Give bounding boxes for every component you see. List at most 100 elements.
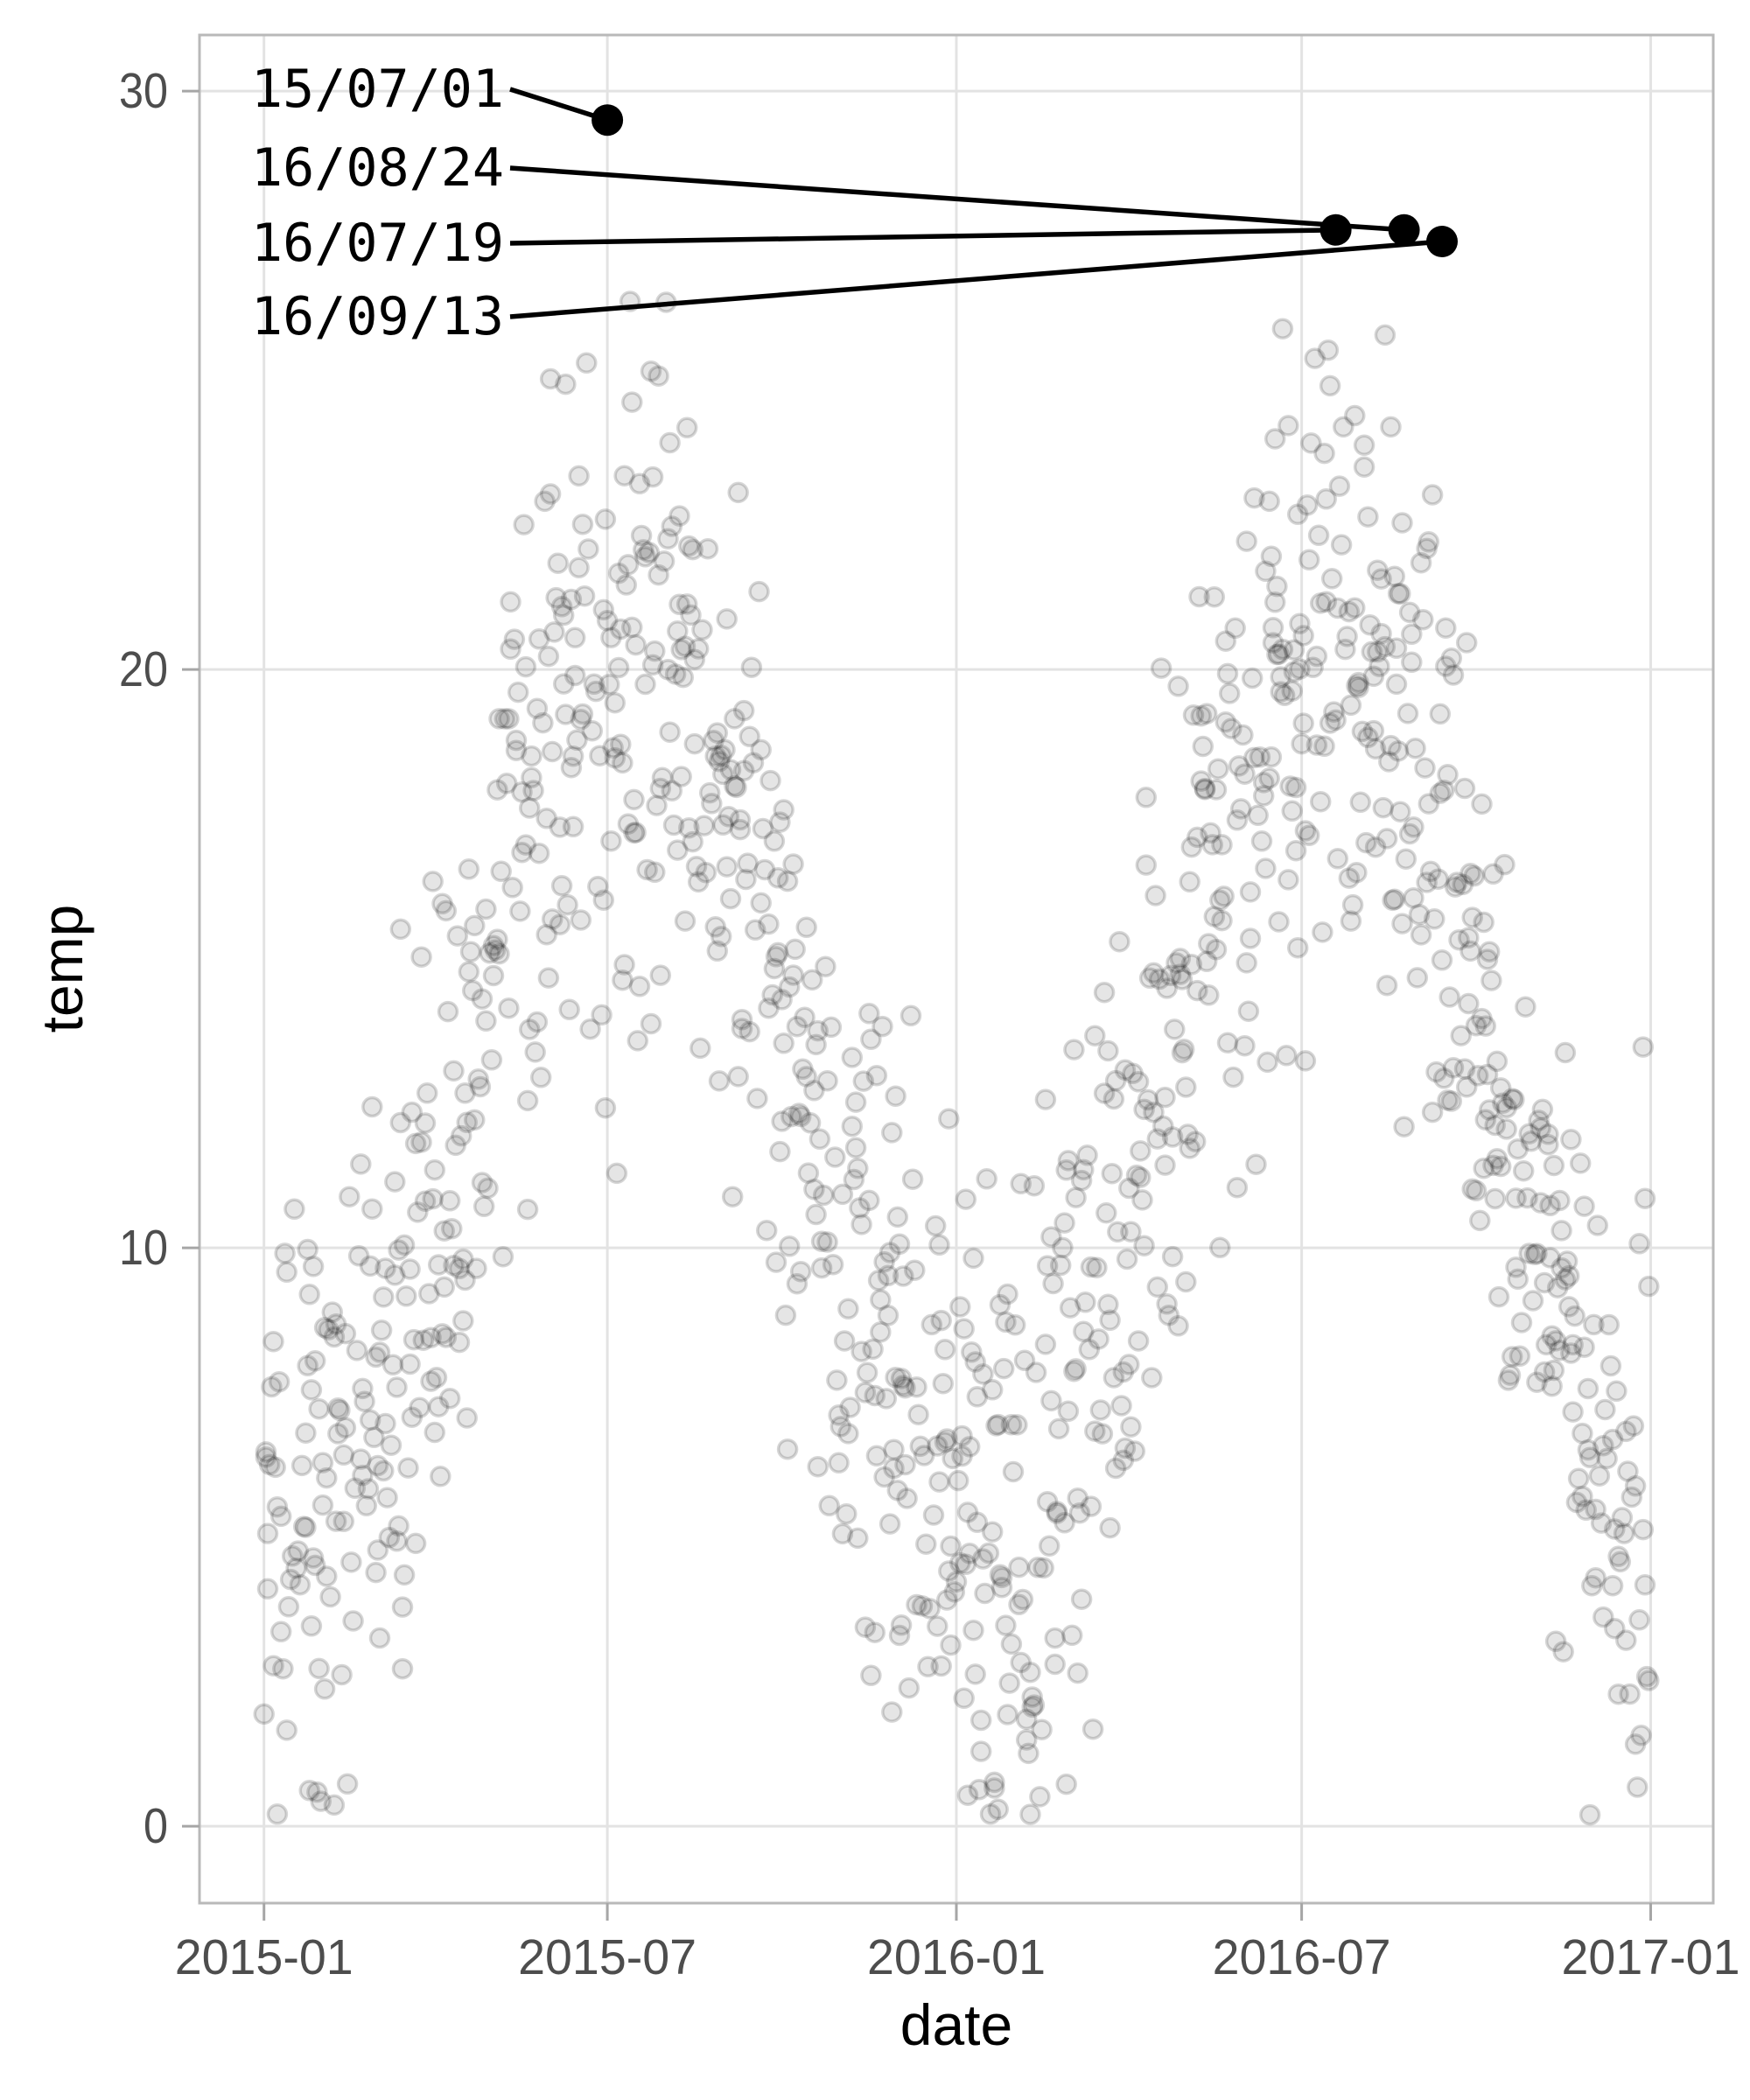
scatter-point — [1312, 921, 1334, 943]
scatter-point — [1376, 828, 1398, 850]
scatter-point — [885, 1085, 906, 1107]
scatter-point — [1258, 767, 1280, 789]
scatter-point — [919, 1598, 941, 1620]
scatter-point — [1186, 979, 1208, 1002]
scatter-point — [1073, 1158, 1095, 1181]
scatter-point — [404, 1132, 427, 1155]
scatter-point — [641, 466, 664, 488]
scatter-point — [862, 1338, 884, 1361]
scatter-point — [1055, 1159, 1077, 1181]
scatter-point — [365, 1346, 387, 1368]
scatter-point — [456, 1111, 478, 1134]
scatter-point — [1049, 1254, 1072, 1277]
scatter-point — [1367, 640, 1389, 663]
scatter-point — [795, 916, 817, 939]
scatter-point — [691, 619, 713, 641]
scatter-point — [667, 839, 689, 861]
scatter-point — [1164, 1018, 1186, 1040]
scatter-point — [1252, 772, 1275, 794]
scatter-point — [332, 1444, 355, 1466]
scatter-point — [1057, 1150, 1080, 1172]
scatter-point — [636, 858, 658, 881]
highlight-point — [1388, 214, 1420, 246]
scatter-point — [256, 1578, 279, 1600]
scatter-point — [906, 1593, 928, 1616]
scatter-point — [1370, 622, 1392, 645]
scatter-point — [1501, 1088, 1523, 1110]
scatter-point — [1275, 1045, 1298, 1067]
scatter-point — [1255, 560, 1277, 583]
scatter-point — [1046, 1501, 1068, 1522]
scatter-point — [1317, 339, 1340, 361]
scatter-point — [1473, 911, 1494, 934]
scatter-point — [1013, 1349, 1036, 1372]
scatter-point — [339, 1186, 360, 1208]
scatter-point — [847, 1527, 869, 1550]
scatter-point — [1120, 1416, 1142, 1438]
scatter-point — [1410, 551, 1432, 574]
scatter-point — [831, 1522, 854, 1545]
scatter-point — [516, 1198, 539, 1221]
scatter-point — [532, 711, 554, 734]
scatter-point — [979, 1802, 1002, 1825]
scatter-point — [1313, 442, 1335, 465]
scatter-point — [1040, 1226, 1062, 1248]
scatter-point — [1093, 981, 1116, 1004]
scatter-point — [1474, 1015, 1497, 1037]
scatter-point — [894, 1376, 916, 1399]
scatter-point — [788, 1102, 810, 1124]
scatter-point — [1262, 632, 1284, 654]
scatter-point — [659, 721, 681, 743]
scatter-point — [1565, 1491, 1588, 1514]
scatter-point — [886, 1480, 909, 1502]
scatter-point — [452, 1248, 474, 1270]
scatter-point — [623, 788, 645, 811]
scatter-point — [1135, 787, 1158, 808]
scatter-point — [1010, 1651, 1032, 1674]
scatter-point — [518, 797, 541, 819]
scatter-point — [1320, 568, 1343, 590]
scatter-point — [435, 1326, 458, 1348]
scatter-point — [1166, 952, 1187, 974]
scatter-point — [297, 1354, 318, 1377]
scatter-point — [382, 1354, 404, 1376]
scatter-point — [930, 1655, 952, 1677]
scatter-point — [1298, 549, 1320, 571]
scatter-point — [1622, 1415, 1645, 1437]
scatter-point — [587, 875, 609, 898]
scatter-point — [414, 1112, 437, 1134]
scatter-point — [648, 365, 669, 387]
scatter-point — [634, 546, 656, 568]
scatter-point — [934, 1431, 956, 1453]
scatter-point — [1564, 1305, 1586, 1327]
scatter-point — [1171, 969, 1194, 990]
scatter-point — [615, 574, 638, 596]
scatter-point — [1067, 1662, 1088, 1684]
scatter-point — [951, 1445, 973, 1467]
scatter-point — [1334, 638, 1356, 661]
scatter-point — [1442, 664, 1465, 686]
scatter-point — [1010, 1172, 1032, 1195]
scatter-point — [1180, 836, 1203, 858]
scatter-point — [431, 892, 453, 915]
scatter-point — [1101, 1162, 1124, 1185]
scatter-point — [412, 1329, 435, 1351]
scatter-point — [1286, 936, 1309, 959]
scatter-point — [1512, 1159, 1535, 1182]
scatter-point — [1250, 830, 1273, 852]
scatter-point — [253, 1703, 275, 1726]
scatter-point — [1461, 906, 1483, 928]
scatter-point — [1190, 704, 1212, 727]
scatter-point — [558, 998, 580, 1021]
scatter-point — [539, 368, 562, 390]
scatter-point — [486, 779, 508, 801]
scatter-point — [1458, 992, 1480, 1015]
scatter-point — [562, 816, 584, 838]
scatter-point — [602, 737, 624, 759]
scatter-point — [1040, 1390, 1062, 1412]
scatter-point — [1096, 1202, 1117, 1224]
y-axis-title: temp — [30, 905, 94, 1033]
scatter-point — [1260, 746, 1283, 768]
scatter-point — [974, 1582, 996, 1605]
scatter-point — [1572, 1422, 1593, 1445]
